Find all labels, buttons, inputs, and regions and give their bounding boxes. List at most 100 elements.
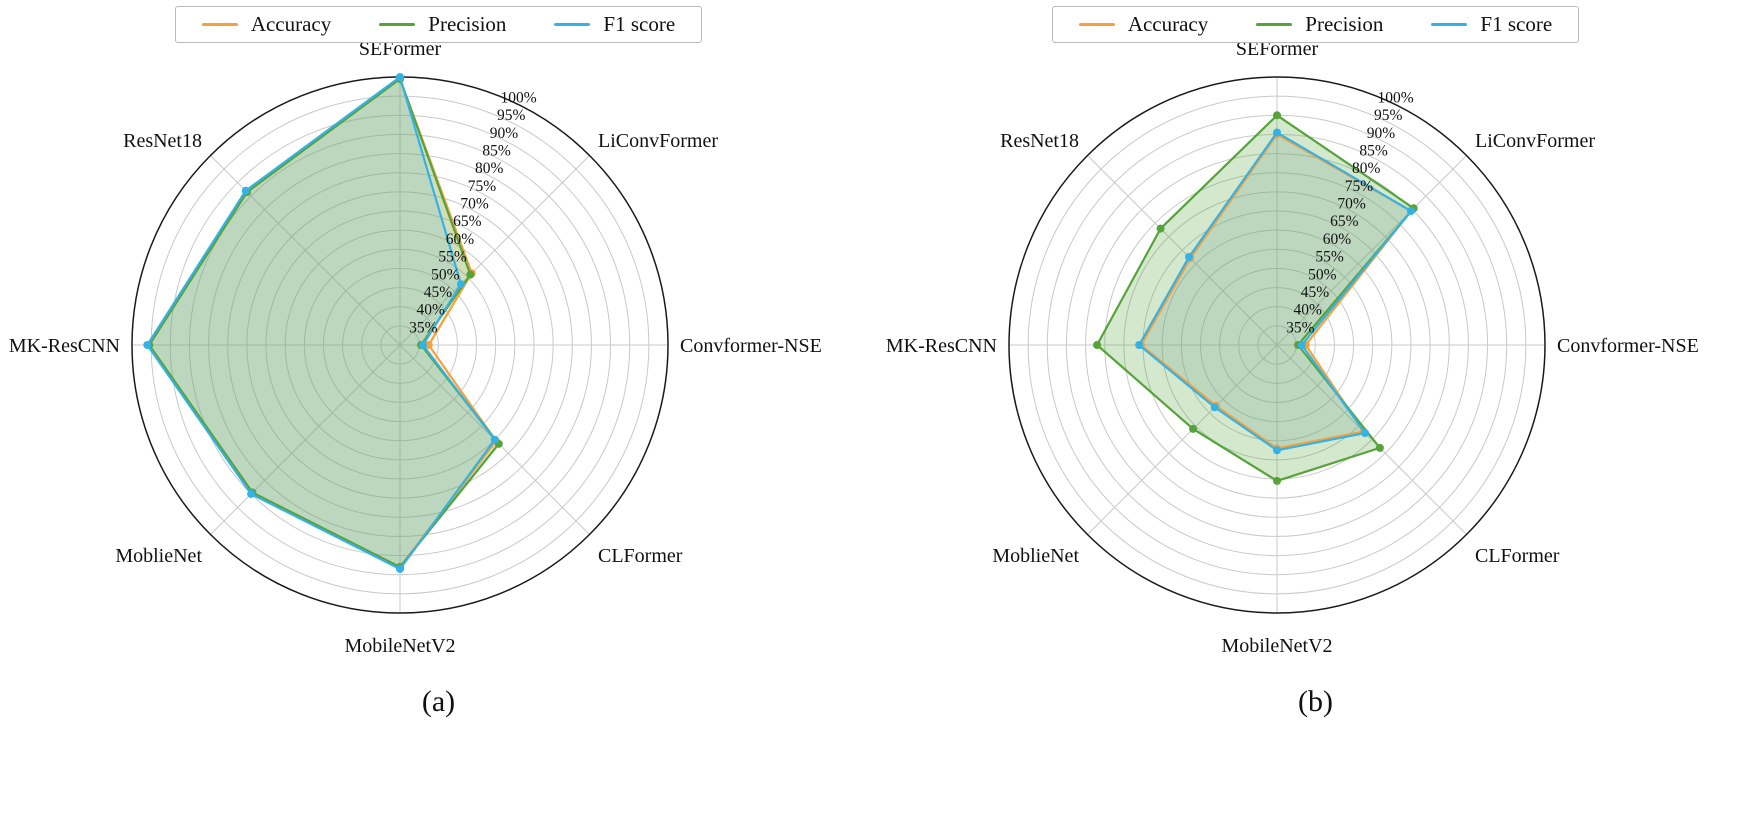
legend-item-label: F1 score bbox=[603, 12, 676, 36]
data-point bbox=[490, 435, 499, 444]
data-point bbox=[424, 341, 433, 349]
data-point bbox=[1360, 428, 1369, 437]
radial-tick-label: 45% bbox=[424, 284, 453, 301]
axis-label: CLFormer bbox=[598, 545, 683, 567]
axis-label: MoblieNet bbox=[992, 545, 1079, 567]
data-point bbox=[1297, 341, 1306, 349]
series-fill bbox=[149, 78, 499, 568]
caption-a: (a) bbox=[421, 685, 456, 718]
series-fill bbox=[1141, 134, 1412, 449]
radial-tick-label: 95% bbox=[1374, 107, 1403, 124]
radial-tick-label: 90% bbox=[1367, 125, 1396, 142]
radial-tick-label: 35% bbox=[409, 319, 438, 336]
radial-tick-label: 40% bbox=[416, 302, 445, 319]
data-point bbox=[1375, 443, 1384, 452]
radial-tick-label: 95% bbox=[497, 107, 526, 124]
data-point bbox=[1135, 341, 1144, 349]
radial-tick-label: 85% bbox=[1359, 142, 1388, 159]
legend-item-accuracy: Accuracy bbox=[1078, 12, 1209, 36]
radial-tick-label: 70% bbox=[1337, 196, 1366, 213]
legend-item-label: Precision bbox=[428, 12, 507, 36]
radial-tick-label: 100% bbox=[500, 89, 536, 106]
polar-grid bbox=[131, 76, 669, 614]
radial-tick-labels: 35%40%45%50%55%60%65%70%75%80%85%90%95%1… bbox=[409, 89, 537, 336]
legend-item-label: Accuracy bbox=[1127, 12, 1209, 36]
radial-tick-label: 70% bbox=[460, 196, 489, 213]
f1-score-line-swatch bbox=[1431, 23, 1468, 26]
axis-label: LiConvFormer bbox=[598, 130, 718, 152]
radial-tick-label: 85% bbox=[482, 142, 511, 159]
series-fill bbox=[149, 78, 497, 568]
data-point bbox=[1273, 128, 1281, 137]
radial-tick-label: 60% bbox=[446, 231, 475, 248]
radial-tick-label: 55% bbox=[1315, 249, 1344, 266]
axis-label: MobileNetV2 bbox=[1221, 635, 1332, 657]
data-point bbox=[396, 564, 404, 573]
radial-tick-label: 100% bbox=[1377, 89, 1413, 106]
polar-grid bbox=[1008, 76, 1546, 614]
legend-item-label: Accuracy bbox=[250, 12, 332, 36]
radial-tick-label: 40% bbox=[1293, 302, 1322, 319]
axis-labels: SEFormer LiConvFormer Convformer-NSE CLForm… bbox=[886, 43, 1699, 657]
legend-b: Accuracy Precision F1 score bbox=[1051, 6, 1580, 43]
data-point bbox=[247, 489, 256, 498]
axis-label: LiConvFormer bbox=[1475, 130, 1595, 152]
legend-item-accuracy: Accuracy bbox=[201, 12, 332, 36]
radial-tick-label: 45% bbox=[1301, 284, 1330, 301]
radial-tick-label: 65% bbox=[453, 213, 482, 230]
radial-tick-label: 50% bbox=[1308, 266, 1337, 283]
radial-tick-label: 60% bbox=[1323, 231, 1352, 248]
legend-a: Accuracy Precision F1 score bbox=[174, 6, 703, 43]
radial-tick-label: 75% bbox=[1345, 178, 1374, 195]
radial-tick-labels: 35%40%45%50%55%60%65%70%75%80%85%90%95%1… bbox=[1286, 89, 1414, 336]
data-point bbox=[1156, 224, 1165, 233]
data-point bbox=[396, 73, 404, 81]
data-point bbox=[1093, 341, 1102, 349]
legend-item-label: Precision bbox=[1305, 12, 1384, 36]
data-point bbox=[1407, 206, 1416, 215]
radial-tick-label: 35% bbox=[1286, 319, 1315, 336]
legend-item-label: F1 score bbox=[1480, 12, 1553, 36]
data-point bbox=[1273, 111, 1281, 120]
accuracy-line-swatch bbox=[201, 23, 238, 26]
axis-label: ResNet18 bbox=[1000, 130, 1079, 152]
data-point bbox=[456, 280, 465, 289]
radar-chart-b: SEFormer LiConvFormer Convformer-NSE CLForm… bbox=[886, 43, 1699, 657]
legend-item-f1-score: F1 score bbox=[554, 14, 675, 35]
series-fills bbox=[1097, 115, 1414, 481]
data-point bbox=[143, 341, 152, 349]
axis-label: CLFormer bbox=[1475, 545, 1560, 567]
f1-score-line-swatch bbox=[554, 23, 591, 26]
data-point bbox=[1189, 424, 1198, 433]
figure: Accuracy Precision F1 score SEFormer LiCo… bbox=[9, 0, 1754, 719]
legend-item-precision: Precision bbox=[379, 14, 506, 35]
series-fills bbox=[147, 77, 499, 569]
data-point bbox=[1185, 253, 1194, 262]
data-point bbox=[1273, 446, 1281, 455]
legend-item-f1-score: F1 score bbox=[1431, 14, 1552, 35]
precision-line-swatch bbox=[1256, 23, 1293, 26]
panel-b: Accuracy Precision F1 score SEFormer LiCo… bbox=[877, 0, 1754, 719]
accuracy-line-swatch bbox=[1078, 23, 1115, 26]
axis-label: SEFormer bbox=[1236, 43, 1319, 60]
outer-circle bbox=[1008, 76, 1546, 614]
axis-label: MK-ResCNN bbox=[886, 335, 997, 357]
data-point bbox=[466, 270, 475, 279]
axis-label: ResNet18 bbox=[123, 130, 202, 152]
axis-label: MK-ResCNN bbox=[9, 335, 120, 357]
axis-label: Convformer-NSE bbox=[1557, 335, 1699, 357]
radial-tick-label: 80% bbox=[1352, 160, 1381, 177]
radial-tick-label: 75% bbox=[468, 178, 497, 195]
precision-line-swatch bbox=[379, 23, 416, 26]
axis-label: SEFormer bbox=[359, 43, 442, 60]
legend-item-precision: Precision bbox=[1256, 14, 1383, 35]
series-fill bbox=[147, 77, 495, 569]
series-lines bbox=[1093, 111, 1418, 485]
radial-tick-label: 65% bbox=[1330, 213, 1359, 230]
radial-tick-label: 50% bbox=[431, 266, 460, 283]
radial-tick-label: 55% bbox=[438, 249, 467, 266]
data-point bbox=[418, 341, 427, 349]
radar-chart-a: SEFormer LiConvFormer Convformer-NSE CLForm… bbox=[9, 43, 822, 657]
axis-label: MobileNetV2 bbox=[344, 635, 455, 657]
series-lines bbox=[143, 73, 503, 573]
